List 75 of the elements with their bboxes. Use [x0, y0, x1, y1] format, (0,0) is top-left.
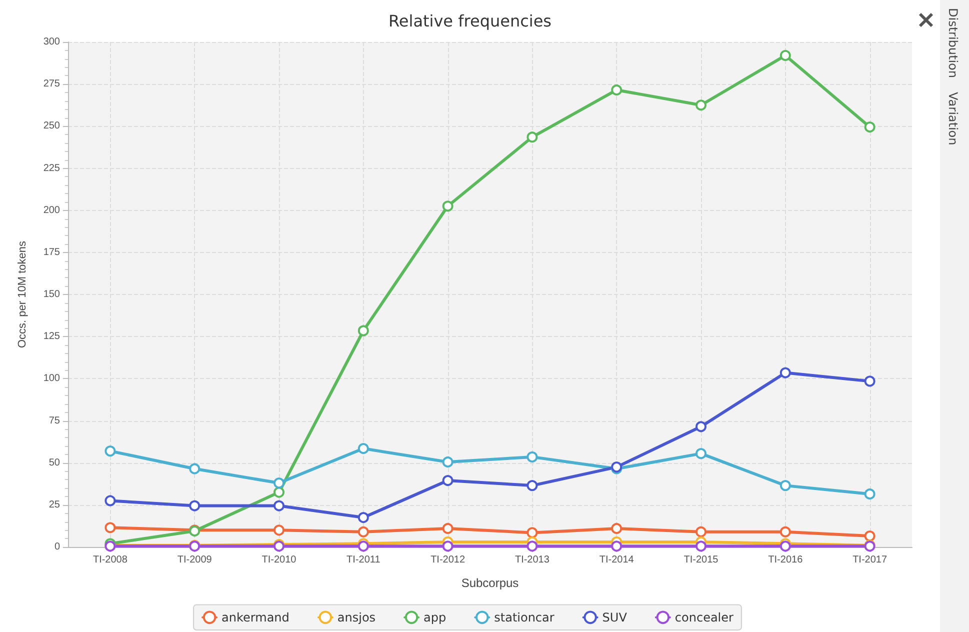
y-tick-label: 175	[43, 246, 60, 258]
point	[104, 522, 116, 534]
x-tick-label: TI-2016	[768, 554, 804, 566]
point	[864, 530, 876, 542]
legend-label: ankermand	[222, 610, 290, 624]
legend-label: ansjos	[337, 610, 376, 624]
legend-label: app	[424, 610, 446, 624]
x-axis-title: Subcorpus	[461, 576, 519, 590]
point	[274, 478, 284, 489]
point	[526, 132, 538, 143]
chart-title: Relative frequencies	[388, 12, 552, 30]
y-tick-label: 75	[48, 415, 60, 426]
point	[526, 527, 538, 538]
x-tick-label: TI-2012	[430, 554, 466, 566]
y-tick-label: 25	[48, 499, 60, 510]
point	[696, 526, 706, 538]
x-tick-label: TI-2017	[852, 554, 888, 566]
x-tick-label: TI-2015	[684, 554, 719, 566]
point	[358, 512, 369, 524]
point	[274, 486, 284, 498]
point	[358, 325, 369, 336]
point	[274, 500, 284, 512]
y-tick-label: 200	[43, 204, 60, 216]
point	[189, 500, 200, 512]
y-tick-label: 275	[43, 78, 60, 90]
y-tick-label: 0	[54, 542, 60, 552]
point	[526, 451, 538, 462]
point	[780, 50, 791, 61]
point	[696, 100, 706, 111]
text: Distribution	[946, 8, 960, 78]
x-tick-label: TI-2014	[599, 554, 634, 566]
point	[611, 522, 622, 534]
legend-label: SUV	[602, 610, 628, 624]
point	[358, 540, 369, 552]
y-tick-label: 250	[43, 120, 60, 132]
point	[526, 480, 538, 492]
point	[864, 122, 876, 133]
point	[104, 495, 116, 506]
point	[780, 480, 791, 492]
y-tick-label: 150	[43, 289, 60, 300]
y-tick-label: 125	[43, 331, 60, 342]
point	[780, 526, 791, 538]
point	[526, 540, 538, 552]
x-tick-label: TI-2009	[177, 554, 212, 566]
y-tick-label: 225	[43, 162, 60, 174]
legend-label: concealer	[674, 610, 734, 624]
point	[696, 448, 706, 460]
legend-label: stationcar	[494, 610, 554, 624]
point	[358, 526, 369, 538]
x-tick-label: TI-2011	[346, 554, 381, 566]
point	[780, 367, 791, 378]
x-tick-label: TI-2008	[92, 554, 128, 566]
y-tick-label: 100	[43, 373, 60, 384]
point	[696, 540, 706, 552]
point	[189, 463, 200, 474]
point	[442, 475, 454, 486]
point	[442, 522, 454, 534]
point	[864, 488, 876, 500]
y-tick-label: 300	[43, 36, 60, 48]
point	[611, 540, 622, 552]
y-tick-label: 50	[48, 457, 60, 468]
point	[780, 540, 791, 552]
point	[104, 446, 116, 457]
point	[611, 84, 622, 96]
point	[274, 524, 284, 536]
point	[358, 443, 369, 454]
x-tick-label: TI-2013	[514, 554, 550, 566]
point	[442, 456, 454, 468]
point	[864, 376, 876, 387]
x-tick-label: TI-2010	[262, 554, 297, 566]
text: Variation	[946, 92, 960, 146]
point	[442, 200, 454, 212]
point	[696, 421, 706, 432]
point	[442, 540, 454, 552]
y-axis-title: Occs. per 10M tokens	[16, 240, 28, 348]
